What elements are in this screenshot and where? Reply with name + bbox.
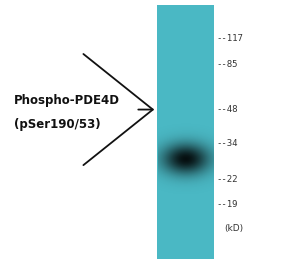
Text: --117: --117	[216, 34, 243, 43]
Text: (pSer190/53): (pSer190/53)	[14, 117, 101, 131]
Text: --19: --19	[216, 200, 238, 209]
Text: Phospho-PDE4D: Phospho-PDE4D	[14, 94, 120, 107]
Text: --85: --85	[216, 60, 238, 69]
Text: --48: --48	[216, 105, 238, 114]
Text: --22: --22	[216, 175, 238, 184]
Text: --34: --34	[216, 139, 238, 148]
Bar	[157, 5, 214, 259]
Text: (kD): (kD)	[224, 224, 244, 233]
